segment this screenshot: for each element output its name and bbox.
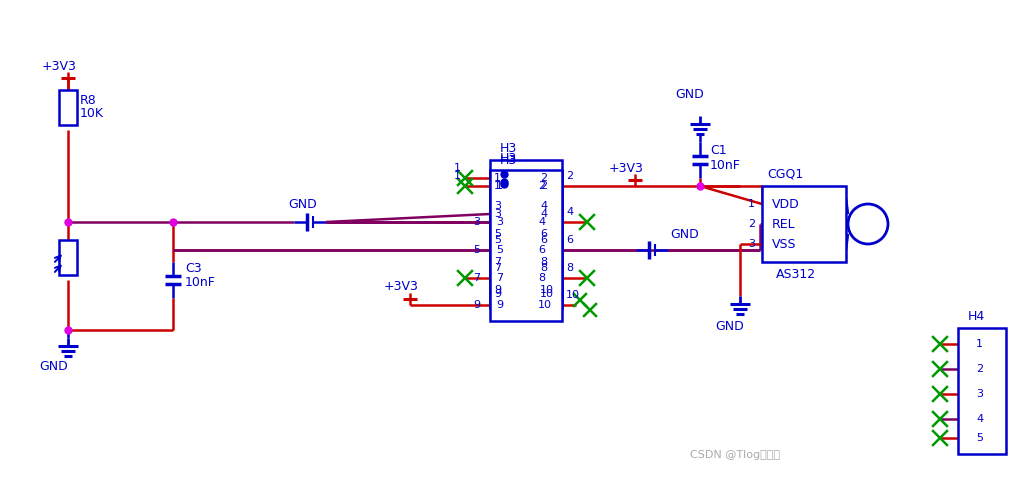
Text: H4: H4: [968, 309, 985, 322]
Text: VDD: VDD: [772, 197, 800, 210]
Bar: [490, 172, 562, 308]
Text: 2: 2: [748, 219, 756, 229]
Text: 4: 4: [540, 209, 547, 219]
Text: C3: C3: [185, 262, 201, 274]
Text: 2: 2: [566, 171, 574, 181]
Text: GND: GND: [675, 88, 704, 101]
Text: AS312: AS312: [776, 267, 816, 281]
Text: 3: 3: [494, 209, 501, 219]
Text: 7: 7: [494, 263, 501, 273]
Text: 3: 3: [748, 239, 755, 249]
Text: 3: 3: [495, 217, 503, 227]
Text: H3: H3: [500, 153, 517, 167]
Text: GND: GND: [40, 360, 69, 373]
Text: 1: 1: [494, 181, 501, 191]
Text: 4: 4: [538, 217, 545, 227]
Bar: [490, 170, 562, 321]
Text: GND: GND: [670, 228, 699, 240]
Text: 10nF: 10nF: [710, 159, 741, 171]
Text: 3: 3: [473, 217, 480, 227]
Text: 9: 9: [494, 285, 501, 295]
Bar: [59, 240, 77, 275]
Text: +3V3: +3V3: [384, 281, 418, 294]
Text: 8: 8: [538, 273, 545, 283]
Text: 10nF: 10nF: [185, 276, 216, 289]
Text: 8: 8: [566, 263, 574, 273]
Text: +3V3: +3V3: [42, 59, 77, 72]
Text: 8: 8: [540, 263, 547, 273]
Bar: [59, 90, 77, 125]
Text: C1: C1: [710, 144, 727, 157]
Text: CGQ1: CGQ1: [767, 168, 803, 181]
Text: 2: 2: [540, 173, 547, 183]
Text: 8: 8: [540, 257, 547, 267]
Bar: [762, 186, 846, 262]
Text: 1: 1: [494, 173, 501, 183]
Text: 3: 3: [976, 389, 983, 399]
Text: CSDN @Tlog嵌入式: CSDN @Tlog嵌入式: [690, 450, 780, 460]
Text: 10K: 10K: [80, 106, 104, 119]
Text: 4: 4: [540, 201, 547, 211]
Text: GND: GND: [715, 319, 744, 332]
Text: 6: 6: [566, 235, 573, 245]
Text: 4: 4: [976, 414, 983, 424]
Text: GND: GND: [288, 197, 317, 210]
Text: 1: 1: [495, 181, 503, 191]
Text: 5: 5: [495, 245, 503, 255]
Text: 10: 10: [566, 290, 580, 300]
Text: 7: 7: [473, 273, 480, 283]
Text: REL: REL: [772, 217, 796, 230]
Text: 10: 10: [540, 289, 554, 299]
Text: 9: 9: [494, 289, 501, 299]
Text: 4: 4: [566, 207, 574, 217]
Text: 3: 3: [494, 201, 501, 211]
Text: 2: 2: [540, 181, 547, 191]
Text: 9: 9: [473, 300, 480, 310]
Text: 10: 10: [538, 300, 552, 310]
Text: 6: 6: [540, 229, 547, 239]
Text: 5: 5: [473, 245, 480, 255]
Text: 1: 1: [748, 199, 755, 209]
Bar: [958, 328, 1006, 454]
Text: 5: 5: [976, 433, 983, 443]
Text: +3V3: +3V3: [609, 161, 644, 174]
Text: 7: 7: [495, 273, 503, 283]
Text: 1: 1: [976, 339, 983, 349]
Text: 9: 9: [495, 300, 503, 310]
Text: H3: H3: [500, 151, 517, 164]
Text: 5: 5: [494, 235, 501, 245]
Text: 2: 2: [976, 364, 983, 374]
Text: R8: R8: [80, 93, 97, 106]
Text: 10: 10: [540, 285, 554, 295]
Text: 2: 2: [538, 181, 545, 191]
Text: 1: 1: [454, 171, 461, 181]
Text: 1: 1: [454, 163, 461, 173]
Bar: [490, 160, 562, 308]
Text: 5: 5: [494, 229, 501, 239]
Text: H3: H3: [500, 141, 517, 155]
Text: 6: 6: [538, 245, 545, 255]
Text: VSS: VSS: [772, 238, 797, 251]
Text: 7: 7: [494, 257, 501, 267]
Text: 6: 6: [540, 235, 547, 245]
